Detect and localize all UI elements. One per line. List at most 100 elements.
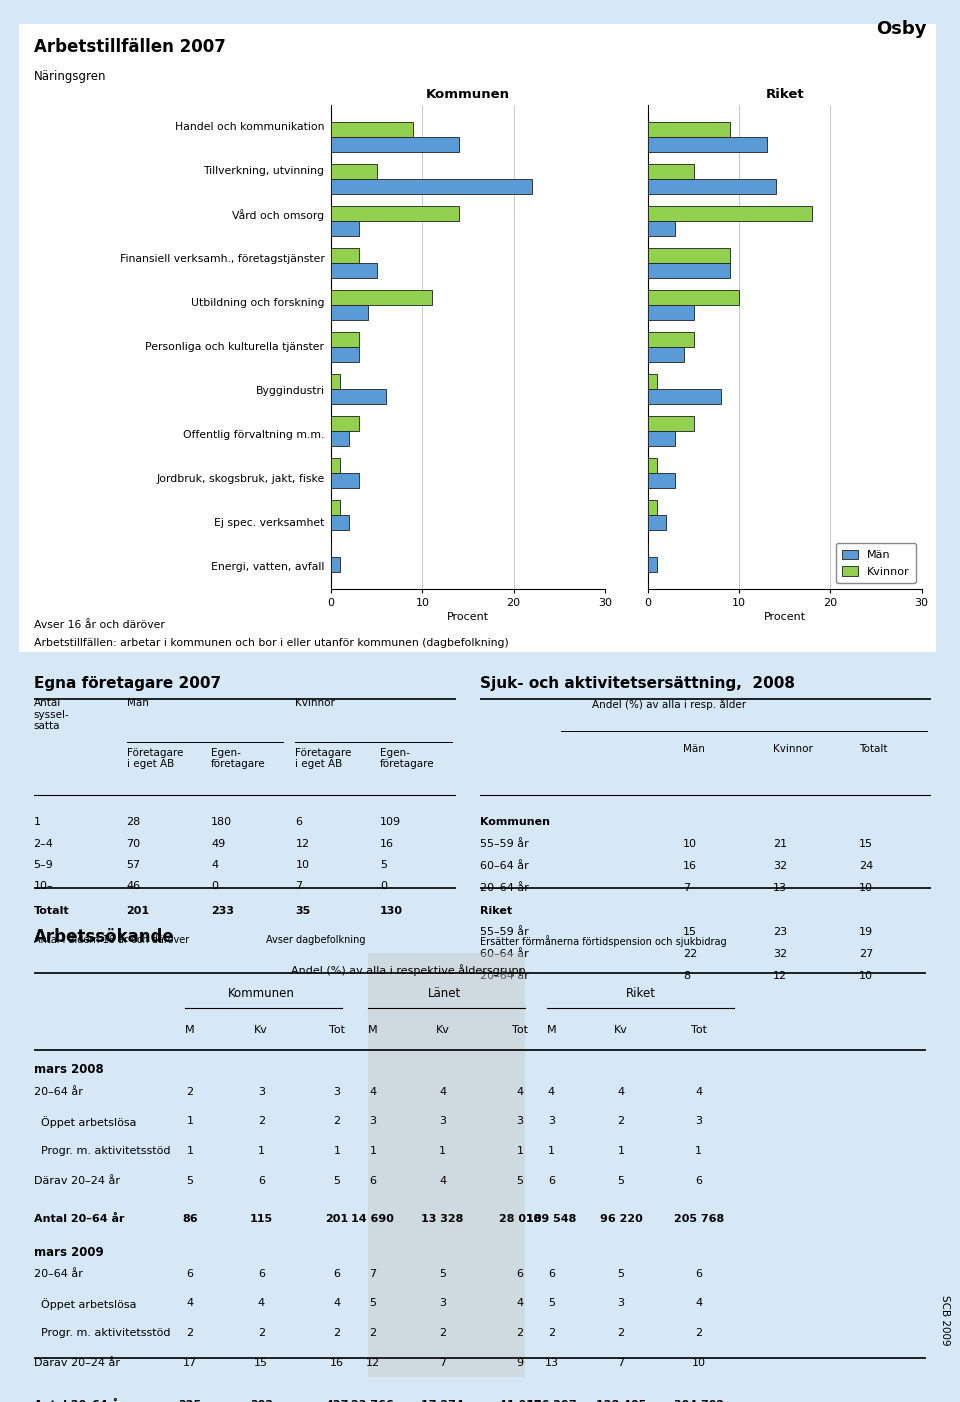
Text: Andel (%) av alla i respektive åldersgrupp: Andel (%) av alla i respektive åldersgru… <box>291 965 526 976</box>
Text: 24: 24 <box>859 861 874 871</box>
Text: 4: 4 <box>186 1298 193 1308</box>
Text: 32: 32 <box>774 949 787 959</box>
Text: M: M <box>185 1025 195 1035</box>
Bar <box>648 264 730 278</box>
Text: 4: 4 <box>257 1298 265 1308</box>
Text: Offentlig förvaltning m.m.: Offentlig förvaltning m.m. <box>183 430 324 440</box>
Bar <box>331 348 359 362</box>
Text: 3: 3 <box>258 1087 265 1096</box>
Text: 15: 15 <box>683 927 697 938</box>
Text: M: M <box>368 1025 377 1035</box>
Text: 2: 2 <box>617 1116 625 1126</box>
Text: Antal 20–64 år: Antal 20–64 år <box>34 1401 124 1402</box>
Text: 6: 6 <box>296 817 302 827</box>
Text: Egen-
företagare: Egen- företagare <box>380 747 435 770</box>
Text: 1: 1 <box>258 1145 265 1157</box>
Text: Kv: Kv <box>614 1025 628 1035</box>
Text: 10–: 10– <box>34 880 53 890</box>
Text: 201: 201 <box>325 1214 348 1224</box>
Text: Totalt: Totalt <box>34 906 69 916</box>
Text: Kommunen: Kommunen <box>228 987 295 1000</box>
Text: 86: 86 <box>182 1214 198 1224</box>
Text: 2: 2 <box>333 1328 341 1338</box>
Text: 3: 3 <box>617 1298 625 1308</box>
Text: 4: 4 <box>439 1087 446 1096</box>
Text: Antal 20–64 år: Antal 20–64 år <box>34 1214 124 1224</box>
Text: 55–59 år: 55–59 år <box>480 927 529 938</box>
Text: 4: 4 <box>516 1087 524 1096</box>
Text: Avser dagbefolkning: Avser dagbefolkning <box>266 935 366 945</box>
Text: 5: 5 <box>334 1176 341 1186</box>
Bar <box>648 416 693 432</box>
Text: 13 328: 13 328 <box>421 1214 464 1224</box>
Text: Ersätter förmånerna förtidspension och sjukbidrag: Ersätter förmånerna förtidspension och s… <box>480 935 727 946</box>
Text: 1: 1 <box>516 1145 523 1157</box>
Bar <box>648 332 693 348</box>
Text: 5: 5 <box>380 859 387 869</box>
Bar <box>648 474 676 488</box>
Bar <box>331 248 359 264</box>
Text: 176 297: 176 297 <box>526 1401 577 1402</box>
Text: 6: 6 <box>334 1269 341 1279</box>
Bar <box>648 558 657 572</box>
Text: 20–64 år: 20–64 år <box>480 972 529 981</box>
Text: 3: 3 <box>439 1298 446 1308</box>
Text: mars 2009: mars 2009 <box>34 1245 104 1259</box>
Bar <box>331 416 359 432</box>
Legend: Män, Kvinnor: Män, Kvinnor <box>835 543 916 583</box>
Text: 9: 9 <box>516 1357 524 1368</box>
Text: 2: 2 <box>548 1328 555 1338</box>
Text: 12: 12 <box>366 1357 380 1368</box>
Text: Energi, vatten, avfall: Energi, vatten, avfall <box>211 562 324 572</box>
Text: Män: Män <box>127 698 149 708</box>
Text: 4: 4 <box>439 1176 446 1186</box>
Text: 6: 6 <box>516 1269 523 1279</box>
Text: 5: 5 <box>186 1176 193 1186</box>
Text: 2: 2 <box>333 1116 341 1126</box>
Text: Näringsgren: Näringsgren <box>34 70 107 83</box>
Text: 23 766: 23 766 <box>351 1401 395 1402</box>
Text: 0: 0 <box>211 880 218 890</box>
Text: Tot: Tot <box>329 1025 346 1035</box>
Bar <box>331 332 359 348</box>
Text: Antal i åldern 16 år och däröver: Antal i åldern 16 år och däröver <box>34 935 189 945</box>
Text: Arbetstillfällen: arbetar i kommunen och bor i eller utanför kommunen (dagbefolk: Arbetstillfällen: arbetar i kommunen och… <box>34 638 509 648</box>
Bar <box>331 374 340 390</box>
Text: 35: 35 <box>296 906 311 916</box>
Text: 1: 1 <box>439 1145 446 1157</box>
Text: 427: 427 <box>325 1401 348 1402</box>
Text: Kvinnor: Kvinnor <box>296 698 335 708</box>
Text: 4: 4 <box>695 1087 703 1096</box>
Text: Avser 16 år och däröver: Avser 16 år och däröver <box>34 620 164 629</box>
Text: 12: 12 <box>774 972 787 981</box>
Text: Öppet arbetslösa: Öppet arbetslösa <box>34 1116 136 1129</box>
Bar <box>648 290 739 304</box>
Text: 12: 12 <box>296 840 310 850</box>
Bar <box>331 264 376 278</box>
Text: Antal
syssel-
satta: Antal syssel- satta <box>34 698 69 732</box>
Text: 20–64 år: 20–64 år <box>34 1269 83 1279</box>
Text: 3: 3 <box>548 1116 555 1126</box>
Text: 0: 0 <box>380 880 387 890</box>
Bar <box>369 953 525 1377</box>
Text: 28 018: 28 018 <box>499 1214 541 1224</box>
Text: 7: 7 <box>296 880 302 890</box>
Text: 10: 10 <box>859 883 873 893</box>
Bar <box>331 206 459 220</box>
Bar <box>648 206 812 220</box>
Text: 6: 6 <box>548 1176 555 1186</box>
Text: Tillverkning, utvinning: Tillverkning, utvinning <box>204 165 324 177</box>
Bar <box>331 220 359 236</box>
Text: Totalt: Totalt <box>859 743 887 754</box>
Bar <box>648 388 721 404</box>
Text: 60–64 år: 60–64 år <box>480 949 529 959</box>
Text: 13: 13 <box>774 883 787 893</box>
Text: 4: 4 <box>548 1087 555 1096</box>
Text: Vård och omsorg: Vård och omsorg <box>232 209 324 222</box>
Text: Andel (%) av alla i resp. ålder: Andel (%) av alla i resp. ålder <box>592 698 747 709</box>
Text: Riket: Riket <box>626 987 656 1000</box>
Text: 17 274: 17 274 <box>421 1401 464 1402</box>
Bar <box>331 122 413 137</box>
Text: SCB 2009: SCB 2009 <box>940 1295 949 1346</box>
Text: 3: 3 <box>334 1087 341 1096</box>
